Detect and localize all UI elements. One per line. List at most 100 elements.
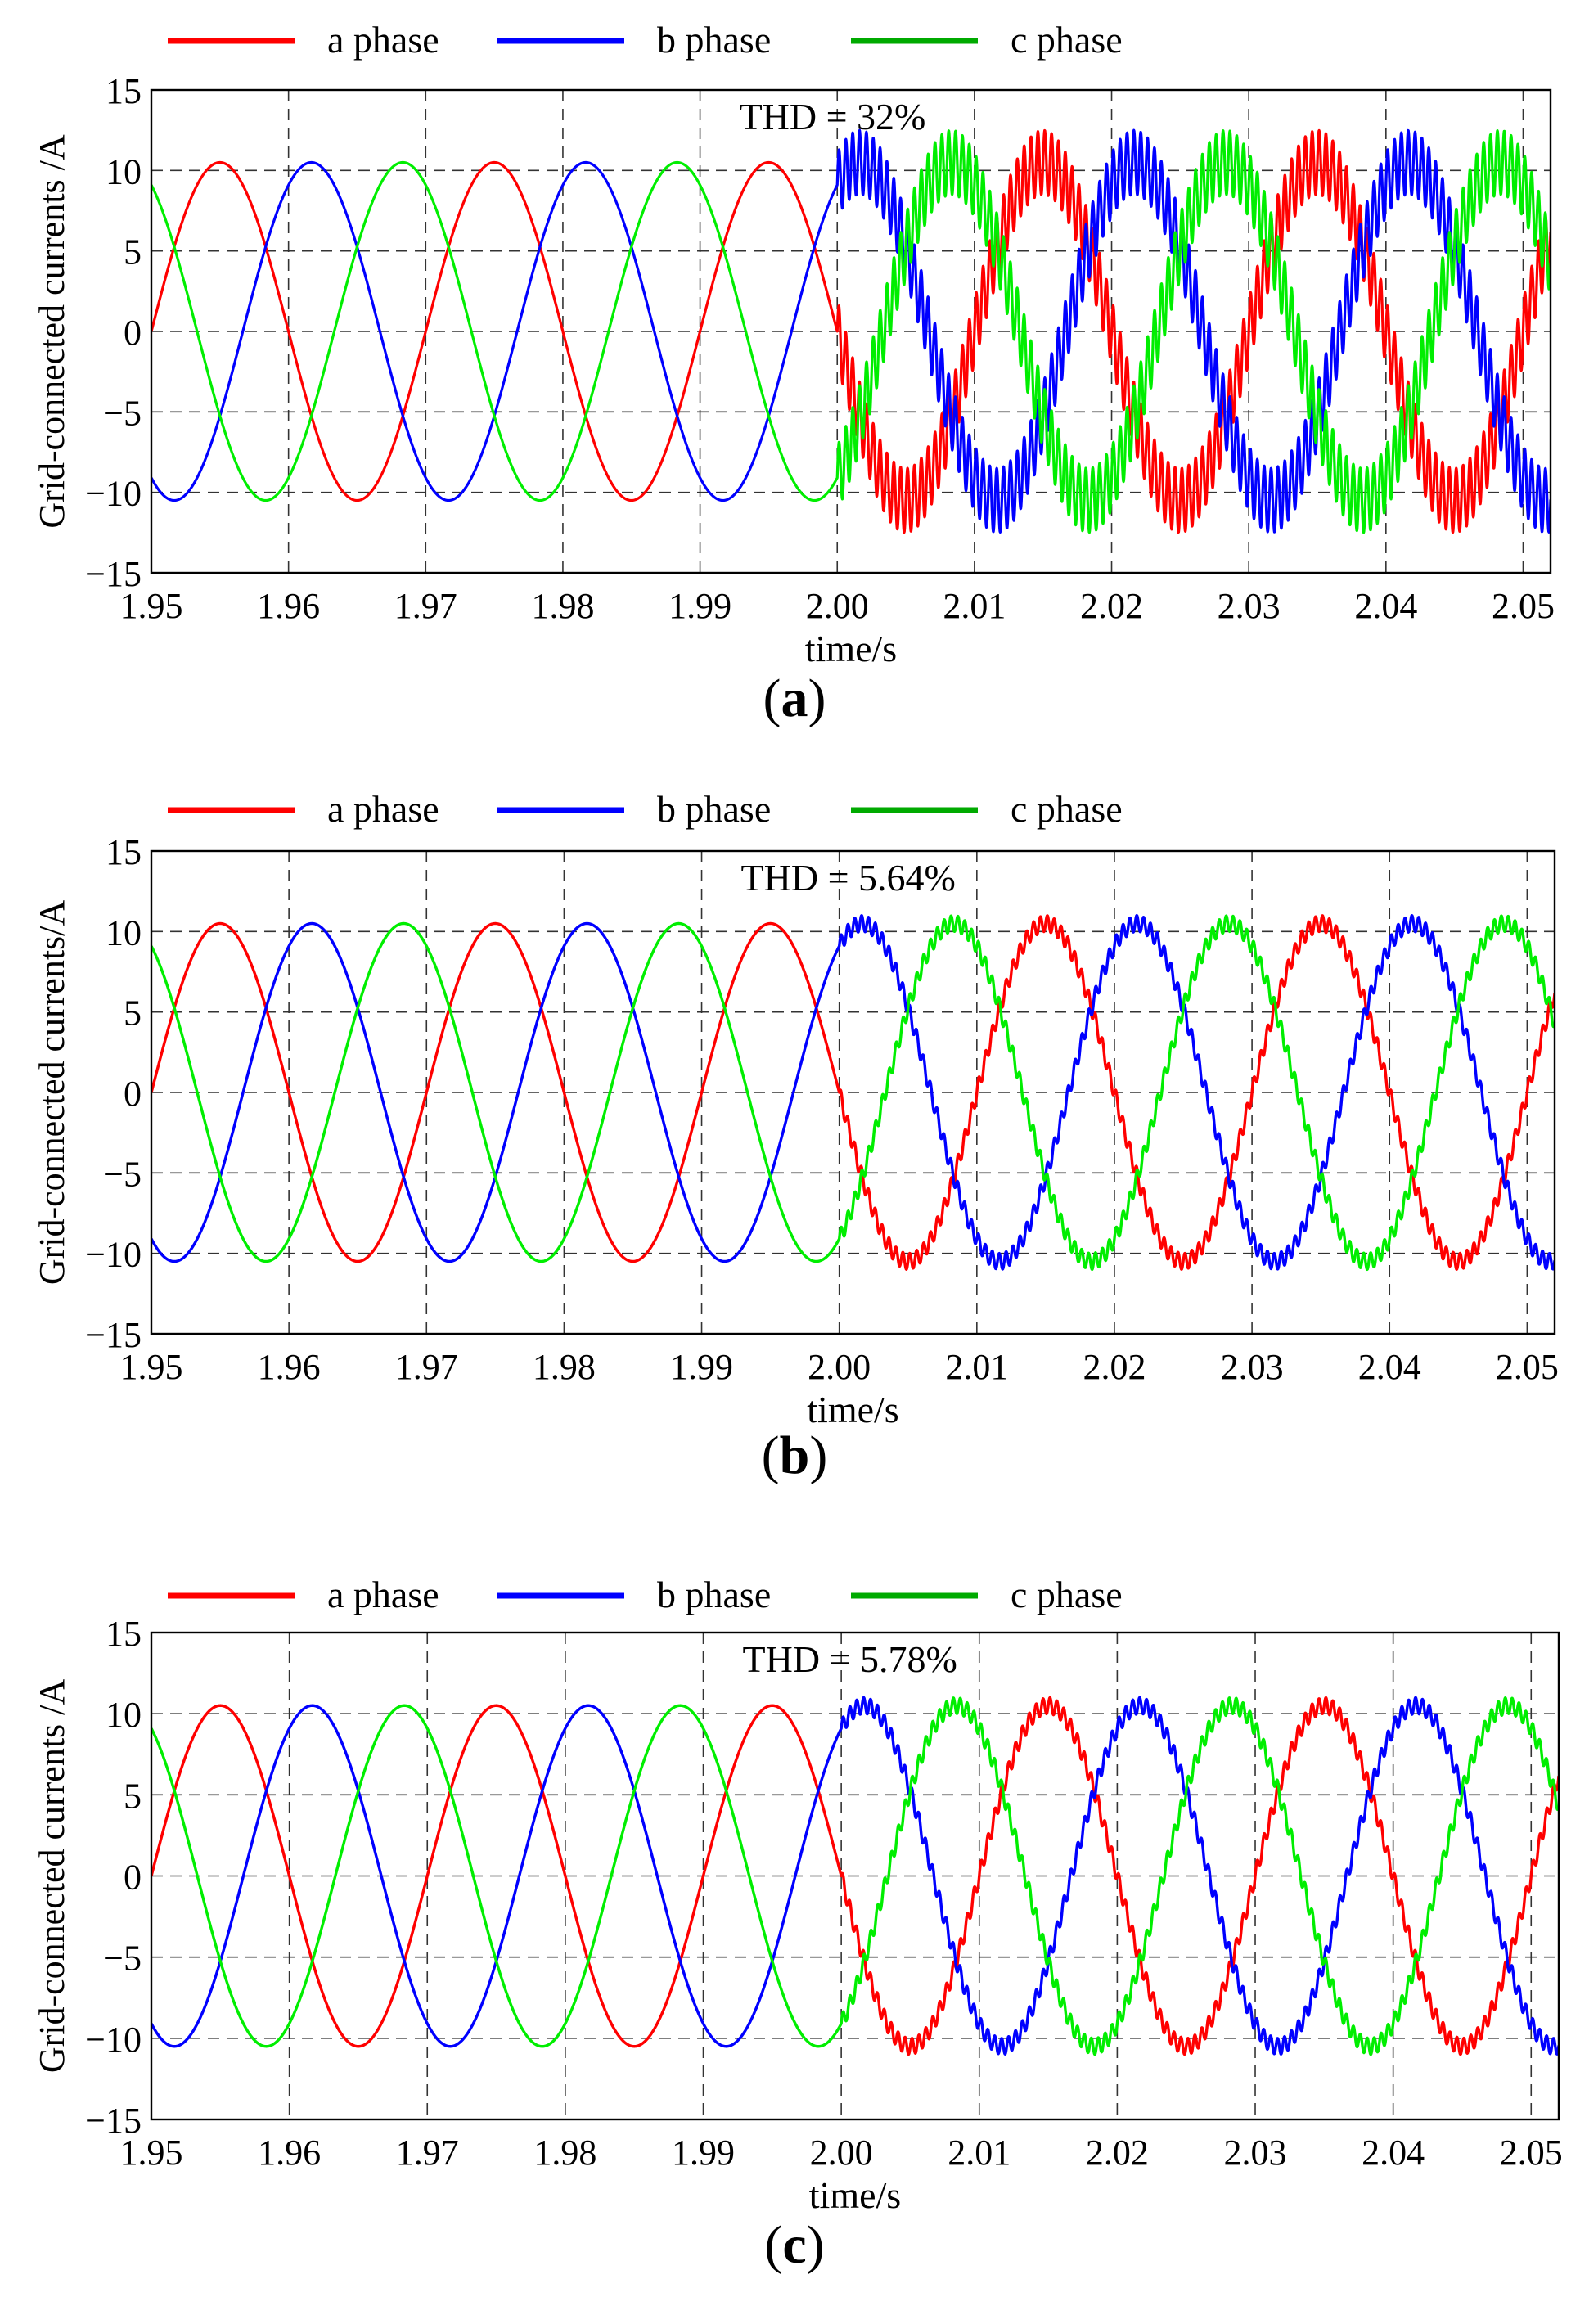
plot-frame [150, 849, 1556, 1335]
y-tick-label: −15 [85, 2101, 142, 2141]
y-tick-label: −10 [85, 1235, 142, 1275]
x-tick-label: 1.99 [668, 586, 731, 626]
series-line-3 [151, 129, 1551, 534]
series-line-1 [151, 128, 1551, 534]
panel-caption-letter: b [780, 1425, 810, 1485]
plot-frame [150, 1631, 1560, 2121]
x-tick-label: 1.96 [258, 2133, 321, 2173]
x-tick-label: 2.00 [810, 2133, 873, 2173]
panel-caption: (a) [763, 669, 826, 728]
series-group [151, 1696, 1559, 2056]
x-tick-label: 1.98 [533, 2133, 596, 2173]
x-tick-label: 2.05 [1492, 586, 1555, 626]
series-line-3 [151, 1696, 1559, 2056]
x-tick-label: 1.98 [533, 1347, 596, 1387]
y-tick-label: −5 [103, 1154, 142, 1194]
x-tick-label: 2.04 [1358, 1347, 1421, 1387]
legend-label-2: b phase [657, 19, 771, 61]
y-tick-label: 10 [106, 151, 142, 191]
x-tick-label: 1.99 [672, 2133, 735, 2173]
chart-panel-c: a phase b phase c phase 15 10 5 0 −5 −10 −151.95 1… [32, 1574, 1563, 2275]
legend-label-1: a phase [327, 19, 439, 61]
x-tick-label: 2.04 [1354, 586, 1417, 626]
y-tick-label: 15 [106, 71, 142, 111]
thd-annotation: THD = 5.78% [743, 1638, 957, 1680]
legend-label-3: c phase [1011, 19, 1123, 61]
x-tick-label: 1.95 [120, 2133, 183, 2173]
y-tick-label: −15 [85, 554, 142, 594]
y-tick-label: 0 [124, 313, 142, 353]
x-axis-label: time/s [805, 628, 897, 669]
panel-caption-open: ( [764, 2215, 782, 2275]
legend-label-1: a phase [327, 788, 439, 830]
x-tick-label: 1.96 [258, 1347, 321, 1387]
x-tick-label: 2.04 [1362, 2133, 1425, 2173]
panel-caption-letter: c [782, 2215, 806, 2275]
thd-annotation: THD = 5.64% [741, 857, 956, 899]
x-tick-label: 2.02 [1086, 2133, 1149, 2173]
panel-caption: (b) [762, 1425, 828, 1485]
x-tick-label: 2.03 [1221, 1347, 1284, 1387]
y-tick-label: −10 [85, 2020, 142, 2060]
legend-label-2: b phase [657, 788, 771, 830]
y-axis-label: Grid-connected currents /A [32, 134, 72, 529]
y-tick-label: 5 [124, 993, 142, 1034]
y-axis-label: Grid-connected currents /A [32, 1679, 72, 2074]
x-tick-label: 2.00 [806, 586, 869, 626]
series-line-3 [151, 914, 1555, 1272]
x-tick-label: 1.97 [395, 1347, 458, 1387]
thd-annotation: THD = 32% [740, 96, 926, 137]
chart-panel-b: a phase b phase c phase 15 10 5 0 −5 −10 −151.95 1… [32, 788, 1559, 1485]
y-tick-label: 15 [106, 1614, 142, 1654]
y-tick-label: 10 [106, 1695, 142, 1735]
y-axis-label: Grid-connected currents/A [32, 900, 72, 1286]
panel-caption-letter: a [781, 669, 808, 728]
x-axis-label: time/s [807, 1389, 898, 1430]
panel-caption-close: ) [807, 2215, 825, 2275]
x-tick-label: 1.95 [120, 586, 183, 626]
plot-frame [150, 88, 1552, 574]
x-tick-label: 1.99 [670, 1347, 733, 1387]
y-tick-label: 0 [124, 1858, 142, 1898]
y-tick-label: 15 [106, 832, 142, 872]
x-tick-label: 2.02 [1083, 1347, 1146, 1387]
x-tick-label: 1.95 [120, 1347, 183, 1387]
x-tick-label: 1.98 [531, 586, 594, 626]
series-line-1 [151, 1696, 1559, 2056]
x-tick-label: 2.02 [1080, 586, 1143, 626]
x-tick-label: 2.03 [1224, 2133, 1287, 2173]
x-tick-label: 2.01 [945, 1347, 1008, 1387]
legend-label-2: b phase [657, 1574, 771, 1615]
y-tick-label: 5 [124, 232, 142, 272]
x-tick-label: 2.05 [1500, 2133, 1563, 2173]
legend-label-3: c phase [1011, 1574, 1123, 1615]
y-tick-label: −5 [103, 1939, 142, 1979]
y-tick-label: −15 [85, 1315, 142, 1355]
y-tick-label: 5 [124, 1776, 142, 1816]
legend-label-3: c phase [1011, 788, 1123, 830]
legend-label-1: a phase [327, 1574, 439, 1615]
x-tick-label: 2.03 [1218, 586, 1281, 626]
series-group [151, 128, 1551, 534]
x-tick-label: 1.96 [257, 586, 320, 626]
x-tick-label: 2.01 [943, 586, 1006, 626]
series-line-1 [151, 914, 1555, 1271]
y-tick-label: −10 [85, 474, 142, 514]
panel-caption-open: ( [762, 1425, 780, 1485]
x-tick-label: 1.97 [394, 586, 457, 626]
panel-caption-close: ) [808, 669, 826, 728]
x-tick-label: 1.97 [396, 2133, 459, 2173]
y-tick-label: −5 [103, 393, 142, 433]
panel-caption-close: ) [809, 1425, 827, 1485]
x-tick-label: 2.05 [1496, 1347, 1559, 1387]
series-group [151, 913, 1555, 1272]
chart-panel-a: a phase b phase c phase 15 10 5 0 −5 −10 −151.95 1… [32, 19, 1555, 728]
y-tick-label: 0 [124, 1074, 142, 1114]
y-tick-label: 10 [106, 912, 142, 953]
x-axis-label: time/s [809, 2174, 901, 2216]
x-tick-label: 2.01 [948, 2133, 1011, 2173]
panel-caption: (c) [764, 2215, 824, 2275]
x-tick-label: 2.00 [808, 1347, 871, 1387]
panel-caption-open: ( [763, 669, 781, 728]
